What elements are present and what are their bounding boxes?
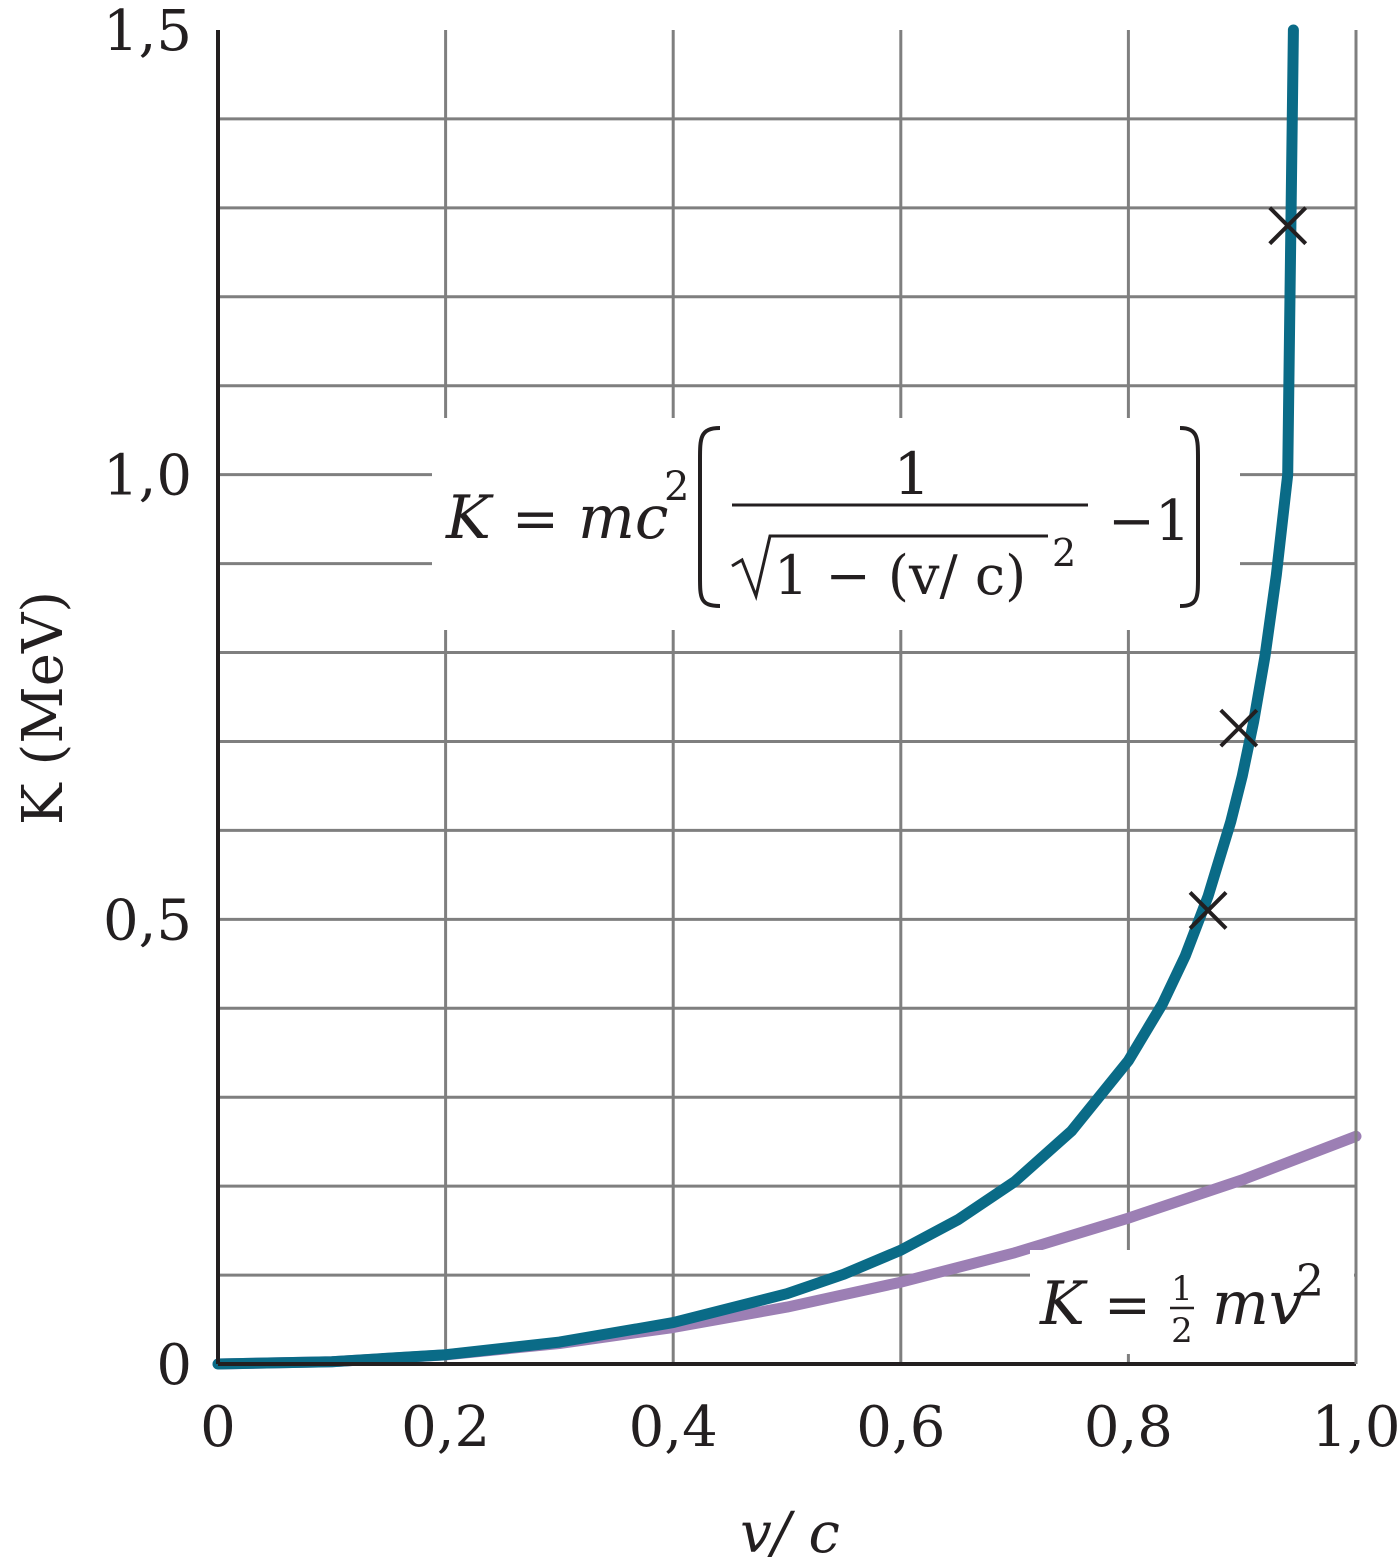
formula-k: K: [445, 483, 494, 553]
classical-exponent: 2: [1296, 1256, 1324, 1307]
sqrt-symbol: [731, 534, 1048, 602]
formula-root-content: 1 − (v/ c): [774, 544, 1026, 607]
grid-lines: [218, 30, 1356, 1364]
classical-formula-background: [1030, 1250, 1354, 1354]
y-tick-labels: 0 0,5 1,0 1,5: [103, 0, 192, 1398]
classical-half-denominator: 2: [1171, 1311, 1193, 1351]
left-paren: [698, 426, 721, 608]
x-axis-label: v/ c: [740, 1501, 840, 1566]
classical-equals: =: [1104, 1273, 1151, 1338]
x-tick-labels: 0 0,2 0,4 0,6 0,8 1,0: [200, 1395, 1400, 1460]
y-tick-label: 1,5: [103, 0, 192, 64]
x-tick-label: 1,0: [1311, 1395, 1400, 1460]
right-paren: [1179, 426, 1200, 608]
series-line-relativistic: [212, 24, 1299, 1370]
formula-equals: =: [512, 487, 559, 552]
series-layer: [212, 24, 1362, 1370]
classical-mv: mv: [1212, 1269, 1303, 1339]
formula-background: [432, 418, 1240, 630]
y-tick-label: 0: [156, 1333, 192, 1398]
classical-formula: K = 1 2 mv 2: [1030, 1250, 1354, 1354]
y-axis-label: K (MeV): [11, 591, 76, 825]
classical-k: K: [1039, 1269, 1088, 1339]
y-tick-label: 0,5: [103, 888, 192, 953]
x-tick-label: 0: [200, 1395, 236, 1460]
classical-half-numerator: 1: [1171, 1269, 1193, 1309]
y-tick-label: 1,0: [103, 444, 192, 509]
relativistic-formula: K = mc 2 1 1 − (v/ c) 2 −1: [432, 418, 1240, 630]
formula-mc-exponent: 2: [664, 464, 689, 510]
x-tick-label: 0,8: [1084, 1395, 1173, 1460]
marker-stroke: [1268, 206, 1308, 246]
x-tick-label: 0,2: [401, 1395, 490, 1460]
formula-numerator: 1: [894, 440, 931, 508]
data-marker: [1268, 206, 1308, 246]
marker-stroke: [1188, 891, 1228, 930]
data-markers: [1188, 206, 1308, 930]
data-marker: [1188, 891, 1228, 930]
axes: [216, 30, 1358, 1366]
formula-minus-one: −1: [1108, 489, 1191, 554]
formula-mc: mc: [578, 483, 669, 553]
x-tick-label: 0,6: [856, 1395, 945, 1460]
marker-stroke: [1219, 708, 1259, 748]
x-tick-label: 0,4: [629, 1395, 718, 1460]
formula-root-exponent: 2: [1052, 531, 1076, 575]
data-marker: [1219, 708, 1259, 748]
